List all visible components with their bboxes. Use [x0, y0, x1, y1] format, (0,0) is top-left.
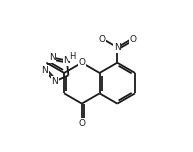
Text: O: O	[98, 35, 105, 44]
Text: N: N	[51, 77, 58, 86]
Text: O: O	[130, 35, 136, 44]
Text: N: N	[114, 43, 121, 52]
Text: O: O	[78, 119, 85, 128]
Text: O: O	[78, 58, 85, 67]
Text: N: N	[49, 53, 56, 62]
Text: N: N	[63, 56, 70, 65]
Text: N: N	[41, 66, 48, 75]
Text: H: H	[69, 52, 76, 60]
